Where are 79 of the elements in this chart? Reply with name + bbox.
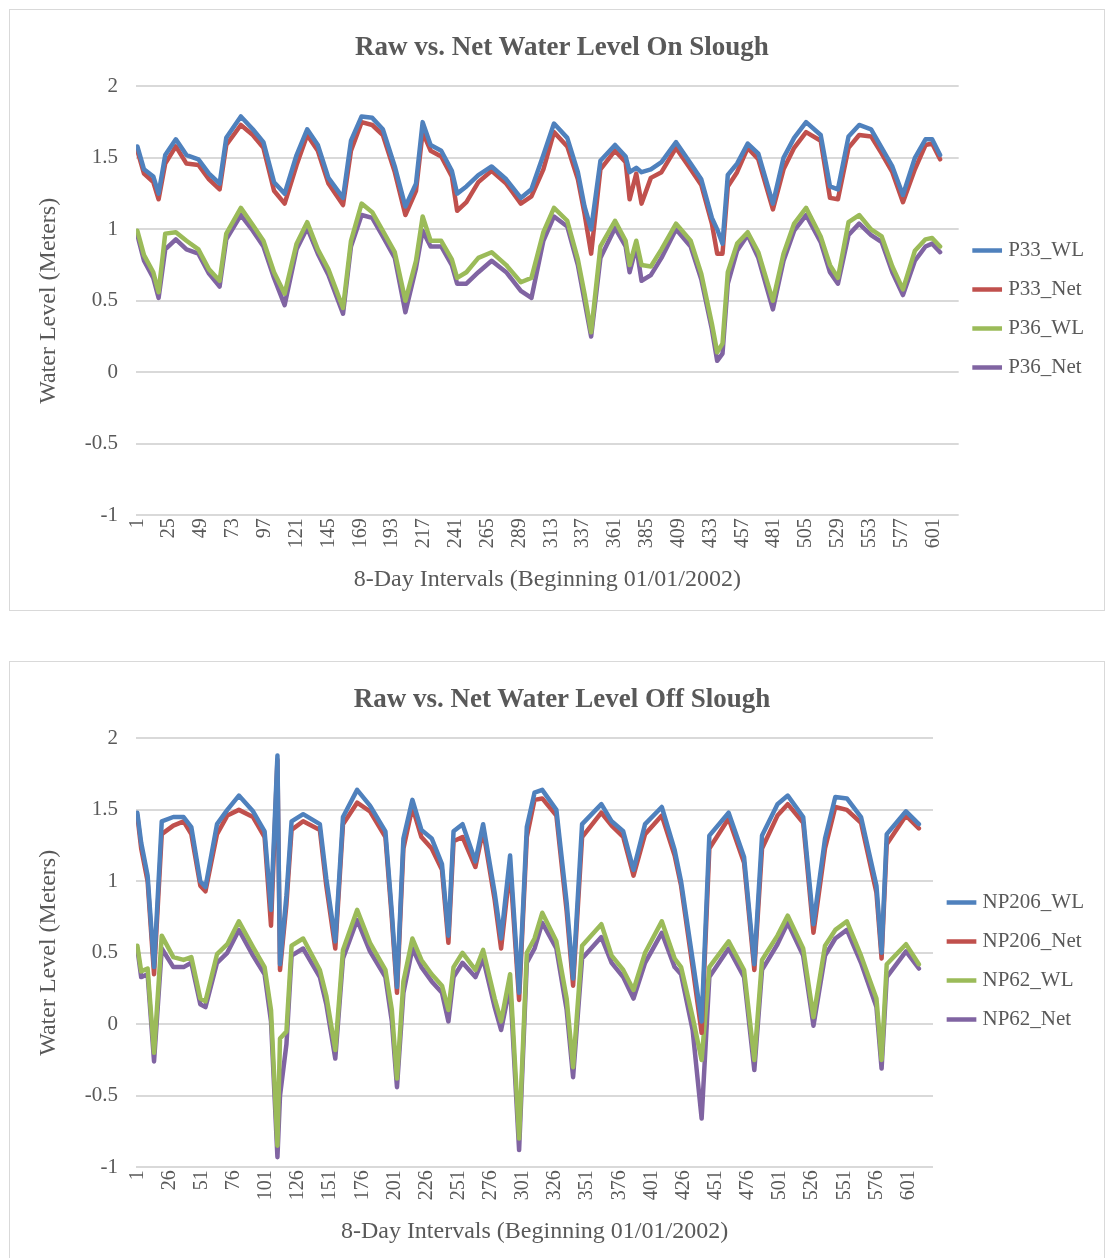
x-tick-label: 276 (478, 1170, 501, 1201)
x-tick-label: 337 (570, 518, 593, 549)
x-tick-label: 265 (474, 518, 497, 549)
x-tick-label: 551 (831, 1170, 854, 1201)
x-tick-label: 601 (920, 518, 943, 549)
x-tick-label: 151 (317, 1170, 340, 1201)
x-tick-label: 217 (411, 518, 434, 549)
x-tick-label: 121 (283, 518, 306, 549)
y-tick-label: -1 (100, 1153, 119, 1178)
x-tick-label: 49 (188, 518, 211, 539)
legend-label: NP206_Net (982, 928, 1082, 953)
x-tick-label: 289 (506, 518, 529, 549)
x-tick-label: 361 (602, 518, 625, 549)
x-tick-label: 476 (735, 1170, 758, 1201)
y-tick-label: -1 (100, 501, 119, 526)
x-tick-label: 457 (729, 518, 752, 549)
x-tick-label: 97 (251, 518, 274, 539)
x-tick-label: 409 (665, 518, 688, 549)
x-tick-label: 301 (510, 1170, 533, 1201)
x-tick-label: 426 (670, 1170, 693, 1201)
x-tick-label: 451 (703, 1170, 726, 1201)
y-tick-label: 0 (107, 1010, 119, 1035)
legend-label: P36_WL (1008, 315, 1084, 340)
y-tick-label: 1 (107, 867, 119, 892)
x-tick-label: 481 (761, 518, 784, 549)
y-tick-label: 0.5 (91, 287, 119, 312)
x-tick-label: 201 (381, 1170, 404, 1201)
x-tick-label: 193 (379, 518, 402, 549)
x-tick-label: 529 (825, 518, 848, 549)
x-tick-label: 1 (124, 518, 147, 529)
x-tick-label: 433 (697, 518, 720, 549)
x-tick-label: 577 (888, 518, 911, 549)
y-tick-label: 0 (107, 358, 119, 383)
legend-label: NP62_WL (982, 967, 1074, 992)
y-tick-label: 1.5 (91, 796, 119, 821)
y-axis-title: Water Level (Meters) (33, 849, 60, 1056)
x-tick-label: 601 (895, 1170, 918, 1201)
y-tick-label: -0.5 (84, 430, 119, 455)
x-tick-label: 126 (285, 1170, 308, 1201)
x-tick-label: 1 (124, 1170, 147, 1181)
x-tick-label: 401 (638, 1170, 661, 1201)
chart-title: Raw vs. Net Water Level Off Slough (353, 683, 771, 714)
legend-label: NP206_WL (982, 889, 1085, 914)
x-axis-title: 8-Day Intervals (Beginning 01/01/2002) (340, 1216, 729, 1243)
x-tick-label: 576 (863, 1170, 886, 1201)
y-tick-label: 1.5 (91, 144, 119, 169)
y-axis-title: Water Level (Meters) (33, 197, 60, 404)
x-tick-label: 76 (220, 1170, 243, 1191)
x-tick-label: 25 (156, 518, 179, 539)
x-tick-label: 351 (574, 1170, 597, 1201)
x-tick-label: 385 (634, 518, 657, 549)
x-tick-label: 51 (188, 1170, 211, 1191)
x-tick-label: 241 (443, 518, 466, 549)
x-tick-label: 376 (606, 1170, 629, 1201)
y-tick-label: 1 (107, 215, 119, 240)
x-tick-label: 553 (857, 518, 880, 549)
x-tick-label: 313 (538, 518, 561, 549)
legend-label: P33_Net (1008, 276, 1082, 301)
x-axis-title: 8-Day Intervals (Beginning 01/01/2002) (353, 564, 741, 591)
x-tick-label: 251 (445, 1170, 468, 1201)
legend-label: P36_Net (1008, 354, 1082, 379)
x-tick-label: 73 (220, 518, 243, 539)
x-tick-label: 526 (799, 1170, 822, 1201)
x-tick-label: 505 (793, 518, 816, 549)
legend-label: P33_WL (1008, 237, 1084, 262)
x-tick-label: 169 (347, 518, 370, 549)
x-tick-label: 26 (156, 1170, 179, 1191)
x-tick-label: 145 (315, 518, 338, 549)
x-tick-label: 101 (253, 1170, 276, 1201)
legend-label: NP62_Net (982, 1006, 1072, 1031)
y-tick-label: 2 (107, 724, 119, 749)
x-tick-label: 501 (767, 1170, 790, 1201)
y-tick-label: 0.5 (91, 939, 119, 964)
x-tick-label: 176 (349, 1170, 372, 1201)
x-tick-label: 326 (542, 1170, 565, 1201)
y-tick-label: 2 (107, 72, 119, 97)
y-tick-label: -0.5 (84, 1082, 119, 1107)
chart-title: Raw vs. Net Water Level On Slough (355, 31, 769, 62)
x-tick-label: 226 (413, 1170, 436, 1201)
